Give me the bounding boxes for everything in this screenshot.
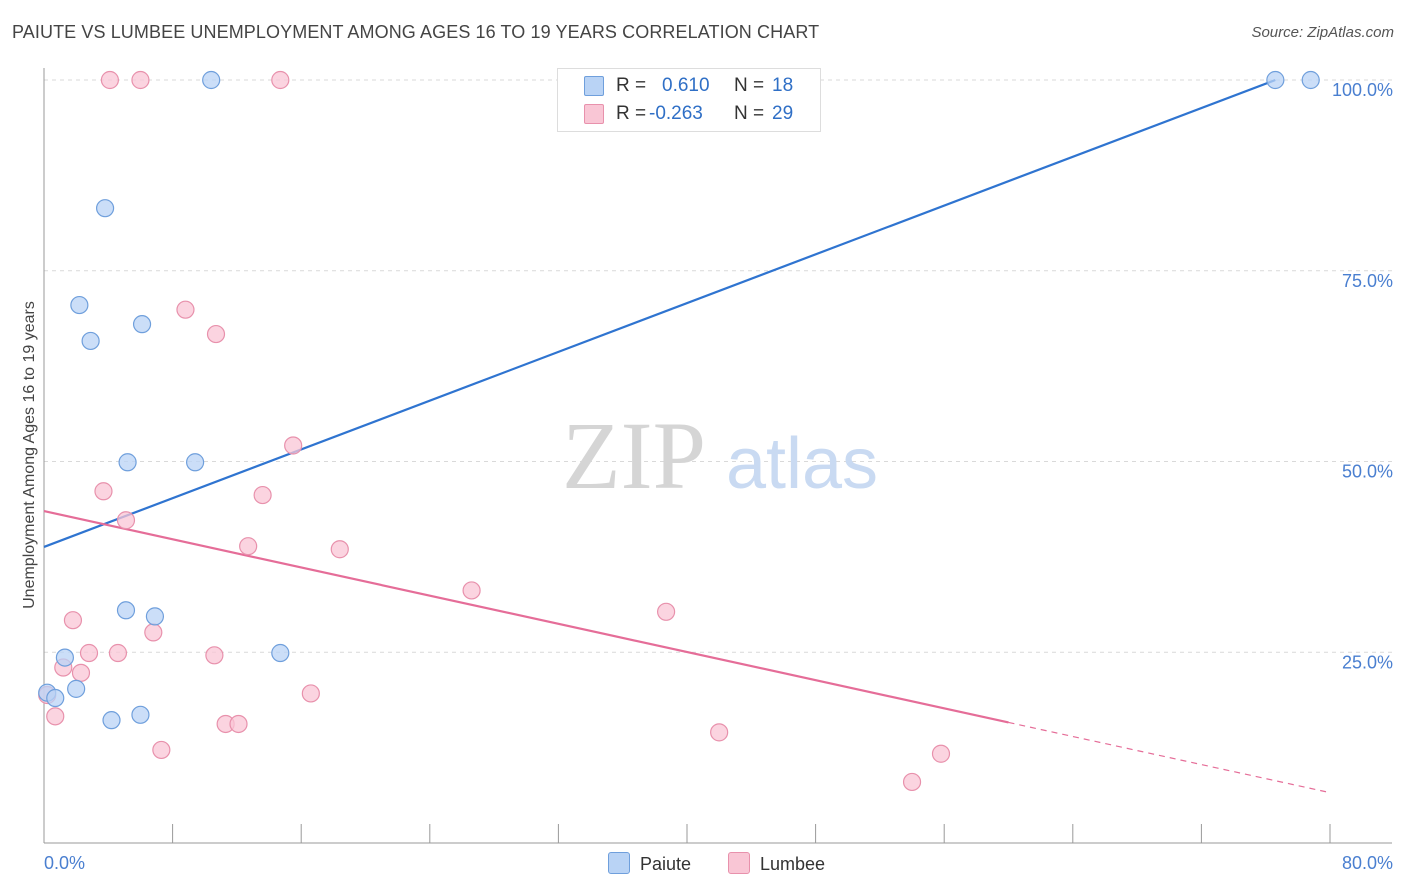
lumbee-point xyxy=(100,70,120,90)
paiute-trend-line xyxy=(43,78,1276,548)
lumbee-point xyxy=(144,623,163,642)
lumbee-point xyxy=(253,485,272,505)
data-points xyxy=(38,70,1320,792)
grid-lines xyxy=(44,79,1392,653)
lumbee-swatch xyxy=(584,104,604,124)
trend-lines xyxy=(43,78,1331,794)
legend-paiute-swatch xyxy=(608,852,630,874)
lumbee-point xyxy=(108,643,128,663)
legend-paiute-label: Paiute xyxy=(640,854,692,874)
lumbee-point xyxy=(301,684,320,703)
watermark-zip: ZIP xyxy=(562,402,706,509)
lumbee-point xyxy=(63,611,83,630)
paiute-point xyxy=(81,331,100,351)
lumbee-r-label: R = xyxy=(616,103,647,124)
lumbee-point xyxy=(931,744,951,763)
paiute-point xyxy=(46,688,65,708)
lumbee-point xyxy=(462,581,481,600)
y-tick-label: 100.0% xyxy=(1332,80,1393,100)
lumbee-point xyxy=(46,707,65,726)
legend-lumbee-swatch xyxy=(728,852,750,874)
y-tick-label: 25.0% xyxy=(1342,652,1393,672)
lumbee-point xyxy=(131,70,150,90)
chart-title: PAIUTE VS LUMBEE UNEMPLOYMENT AMONG AGES… xyxy=(12,22,820,42)
lumbee-point xyxy=(94,482,113,501)
stats-legend-box: R = 0.610 N = 18 R = -0.263 N = 29 xyxy=(557,68,821,132)
lumbee-n-value: 29 xyxy=(772,103,794,124)
lumbee-point xyxy=(116,511,136,530)
lumbee-point xyxy=(284,436,303,455)
paiute-point xyxy=(1266,70,1285,90)
paiute-n-label: N = xyxy=(734,75,765,96)
legend-item-lumbee: Lumbee xyxy=(728,851,825,877)
paiute-point xyxy=(55,648,74,667)
paiute-point xyxy=(1301,70,1320,90)
lumbee-point xyxy=(71,663,91,682)
paiute-point xyxy=(116,601,136,620)
paiute-point xyxy=(67,679,86,698)
legend-item-paiute: Paiute xyxy=(608,851,691,877)
paiute-swatch xyxy=(584,76,604,96)
paiute-point xyxy=(118,453,137,472)
paiute-point xyxy=(186,453,205,472)
lumbee-point xyxy=(710,723,729,742)
lumbee-point xyxy=(205,646,224,665)
paiute-point xyxy=(132,315,152,334)
paiute-r-value: 0.610 xyxy=(662,75,710,96)
paiute-point xyxy=(70,295,89,315)
paiute-point xyxy=(102,711,121,730)
y-tick-label: 50.0% xyxy=(1342,462,1393,482)
lumbee-point xyxy=(229,714,248,734)
paiute-point xyxy=(145,607,165,626)
paiute-point xyxy=(95,199,115,218)
lumbee-point xyxy=(271,70,290,90)
paiute-r-label: R = xyxy=(616,75,647,96)
x-tick-label: 0.0% xyxy=(44,853,85,873)
x-tick-label: 80.0% xyxy=(1342,853,1393,873)
axes xyxy=(43,68,1392,844)
lumbee-n-label: N = xyxy=(734,103,765,124)
lumbee-point xyxy=(239,537,258,556)
lumbee-r-value: -0.263 xyxy=(649,103,703,124)
paiute-point xyxy=(131,705,150,724)
paiute-n-value: 18 xyxy=(772,75,794,96)
lumbee-point xyxy=(657,602,676,621)
lumbee-point xyxy=(206,324,226,344)
lumbee-point xyxy=(902,772,922,792)
watermark-atlas: atlas xyxy=(726,424,878,504)
paiute-point xyxy=(271,643,290,663)
tick-labels: 25.0% 50.0% 75.0% 100.0% 0.0% 80.0% xyxy=(44,80,1393,873)
watermark: ZIP atlas xyxy=(562,402,878,509)
source-credit: Source: ZipAtlas.com xyxy=(1251,24,1394,41)
lumbee-point xyxy=(330,540,349,559)
paiute-point xyxy=(202,70,221,90)
lumbee-point xyxy=(176,300,195,319)
lumbee-trend-line xyxy=(43,510,1009,724)
y-tick-label: 75.0% xyxy=(1342,271,1393,291)
lumbee-point xyxy=(79,643,99,663)
legend-lumbee-label: Lumbee xyxy=(760,854,826,874)
lumbee-point xyxy=(152,740,171,760)
lumbee-trend-extension xyxy=(1008,721,1331,794)
